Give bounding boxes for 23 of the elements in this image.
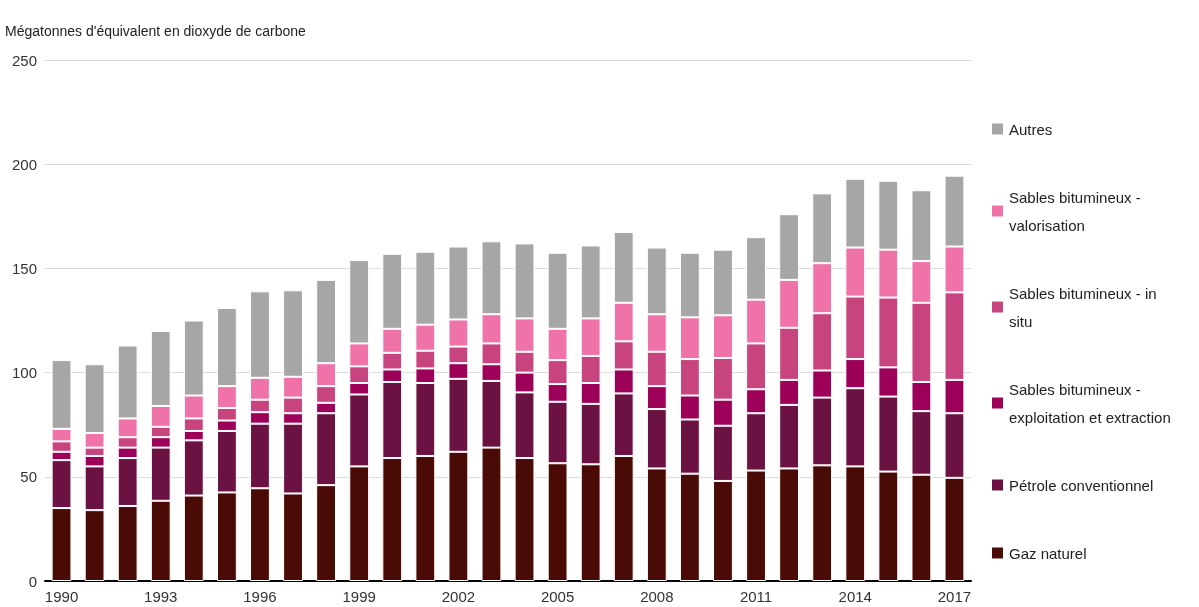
x-tick-label: 2014 — [838, 588, 872, 605]
x-tick-label: 2011 — [739, 588, 773, 605]
y-tick-label: 100 — [11, 364, 37, 382]
y-tick-label: 0 — [28, 572, 37, 590]
y-axis-title: Mégatonnes d'équivalent en dioxyde de carbone — [5, 23, 306, 39]
legend-label: Pétrole conventionnel — [1009, 476, 1154, 494]
x-tick-label: 2005 — [540, 588, 575, 605]
x-tick-label: 1999 — [342, 588, 376, 605]
legend-label: Sables bitumineux - in situ — [1009, 284, 1161, 330]
x-tick-label: 2002 — [441, 588, 476, 605]
x-tick-label: 1993 — [144, 588, 178, 605]
x-tick-label: 1996 — [243, 588, 277, 605]
legend-label: Autres — [1009, 120, 1053, 138]
x-tick-label: 2008 — [640, 588, 674, 605]
y-tick-label: 50 — [20, 468, 37, 486]
y-tick-label: 200 — [11, 155, 37, 173]
legend-label: Gaz naturel — [1009, 544, 1087, 562]
x-tick-label: 1990 — [44, 588, 79, 605]
y-tick-label: 150 — [11, 259, 37, 277]
legend-label: Sables bitumineux - exploitation et extraction — [1009, 380, 1171, 426]
legend-label: Sables bitumineux - valorisation — [1009, 188, 1145, 234]
y-tick-label: 250 — [11, 51, 37, 69]
x-tick-label: 2017 — [937, 588, 972, 605]
